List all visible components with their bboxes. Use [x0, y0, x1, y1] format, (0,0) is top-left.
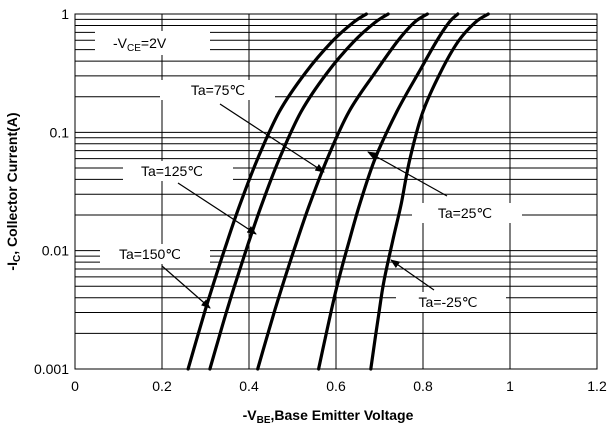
y-tick-label: 0.001	[34, 361, 69, 377]
x-axis-title: -VBE,Base Emitter Voltage	[243, 407, 414, 426]
condition-label: -VCE=2V	[95, 31, 210, 55]
x-tick-label: 0.8	[413, 378, 433, 394]
annotation-label: Ta=75℃	[191, 82, 245, 98]
annotation-arrow	[177, 182, 257, 235]
annotation-label: Ta=-25℃	[419, 294, 478, 310]
annotation-arrow	[161, 265, 211, 309]
y-tick-label: 1	[61, 6, 69, 22]
series-curve	[369, 12, 490, 371]
annotation-label-background	[412, 203, 522, 223]
annotation-label: Ta=25℃	[438, 205, 492, 221]
y-tick-label: 0.01	[42, 243, 69, 259]
x-tick-label: 0.2	[152, 378, 172, 394]
x-tick-label: 0	[71, 378, 79, 394]
annotation-arrow	[390, 259, 435, 291]
condition-text: -VCE=2V	[113, 35, 167, 54]
annotation-label: Ta=150℃	[119, 246, 181, 262]
annotation-label-background	[396, 292, 506, 312]
annotation-label-background	[123, 161, 233, 181]
annotation-label-background	[100, 244, 210, 264]
series-curve	[186, 12, 368, 371]
curves	[186, 12, 490, 371]
grid	[74, 13, 598, 370]
axis-titles: -VBE,Base Emitter Voltage -IC, Collector…	[4, 112, 414, 426]
annotation-label: Ta=125℃	[141, 163, 203, 179]
annotations: Ta=75℃ Ta=125℃ Ta=150℃ Ta=25℃ Ta=-25℃	[100, 80, 522, 312]
tick-labels: 0 0.2 0.4 0.6 0.8 1 1.2 0.001 0.01 0.1 1	[34, 6, 607, 394]
y-axis-title: -IC, Collector Current(A)	[4, 112, 23, 270]
series-curve	[317, 12, 460, 371]
series-curve	[208, 12, 390, 371]
series-curve	[256, 12, 429, 371]
y-tick-label: 0.1	[50, 124, 70, 140]
annotation-arrow	[219, 103, 325, 173]
x-tick-label: 0.4	[239, 378, 259, 394]
annotation-arrow	[367, 151, 448, 197]
x-tick-label: 1	[506, 378, 514, 394]
annotation-label-background	[160, 80, 275, 100]
x-tick-label: 0.6	[326, 378, 346, 394]
x-tick-label: 1.2	[587, 378, 607, 394]
condition-label-background	[95, 31, 210, 55]
